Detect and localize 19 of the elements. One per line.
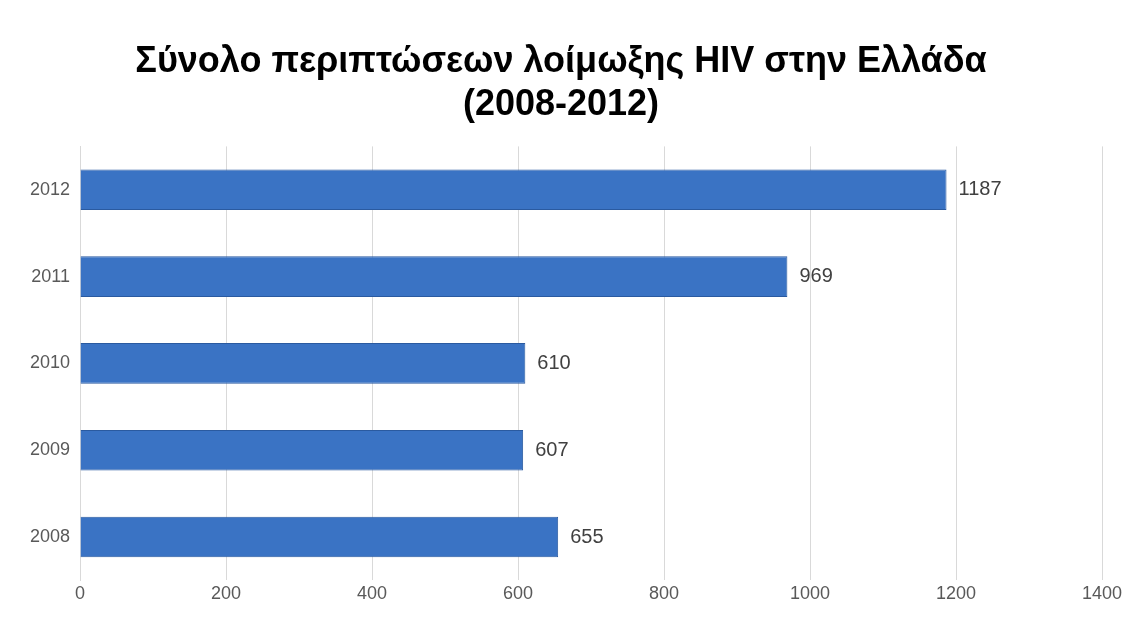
x-tick-label: 800 <box>648 583 680 604</box>
x-tick-label: 400 <box>357 583 388 604</box>
chart-title: Σύνολο περιπτώσεων λοίμωξης HIV στην Ελλάδα (2008-2012) <box>135 38 987 123</box>
y-tick-label: 2009 <box>30 439 71 460</box>
x-tick-label: 600 <box>503 583 534 604</box>
y-tick-label: 2012 <box>30 178 71 199</box>
y-tick-label: 2010 <box>30 352 71 373</box>
data-label: 610 <box>537 350 571 373</box>
data-label: 969 <box>799 264 833 287</box>
x-tick-label: 1400 <box>1081 583 1123 604</box>
x-tick-label: 1200 <box>935 583 977 604</box>
data-label: 1187 <box>958 177 1002 200</box>
data-label: 607 <box>535 437 569 460</box>
y-tick-label: 2011 <box>31 265 71 286</box>
x-tick-label: 0 <box>75 583 86 604</box>
x-tick-label: 200 <box>211 583 242 604</box>
y-tick-label: 2008 <box>30 525 71 546</box>
x-tick-label: 1000 <box>789 583 831 604</box>
data-label: 655 <box>570 524 604 547</box>
